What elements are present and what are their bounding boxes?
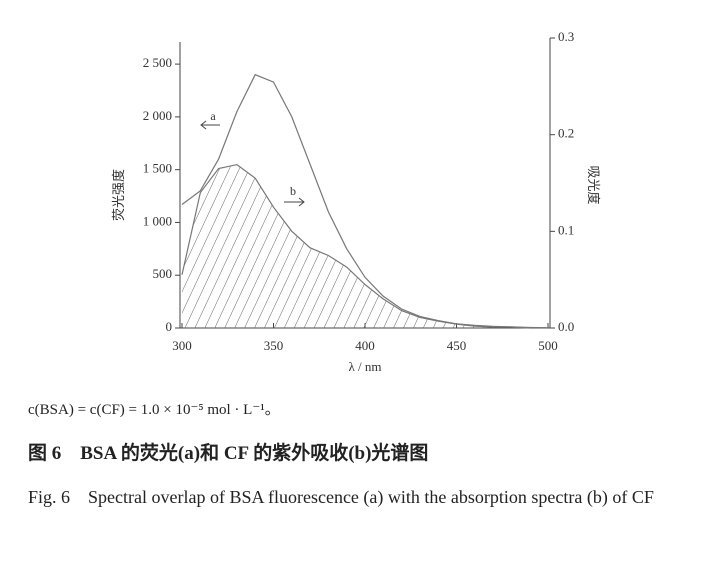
x-tick-label: 450 (447, 338, 467, 353)
series-line (181, 73, 549, 329)
y2-axis-label: 吸光度 (586, 165, 601, 204)
arrow (284, 197, 305, 207)
y-tick-label: 2 500 (143, 55, 172, 70)
figure-title-en: Fig. 6 Spectral overlap of BSA fluoresce… (28, 487, 654, 507)
x-axis-label: λ / nm (348, 359, 381, 374)
y2-tick-label: 0.0 (558, 319, 574, 334)
arrow (200, 120, 220, 130)
x-tick-label: 500 (538, 338, 558, 353)
series-label: a (210, 109, 216, 123)
chart: 荧光强度 吸光度 λ / nm a b 0 500 1 000 1 500 2 000 2… (111, 29, 601, 374)
y2-tick-label: 0.1 (558, 222, 574, 237)
x-tick-label: 300 (172, 338, 192, 353)
series-label: b (290, 184, 296, 198)
y-tick-label: 1 500 (143, 161, 172, 176)
y2-tick-label: 0.2 (558, 126, 574, 141)
x-tick-label: 400 (355, 338, 375, 353)
area (182, 164, 548, 328)
y-tick-label: 1 000 (143, 213, 172, 228)
x-tick-label: 350 (264, 338, 284, 353)
y-tick-label: 2 000 (143, 108, 172, 123)
y2-tick-label: 0.3 (558, 29, 574, 44)
series-line (181, 163, 548, 329)
figure-title-cn: 图 6 BSA 的荧光(a)和 CF 的紫外吸收(b)光谱图 (28, 443, 429, 464)
y-tick-label: 500 (153, 266, 173, 281)
y-tick-label: 0 (166, 319, 173, 334)
y-axis-label: 荧光强度 (111, 169, 126, 221)
note: c(BSA) = c(CF) = 1.0 × 10⁻⁵ mol · L⁻¹。 (28, 402, 280, 418)
